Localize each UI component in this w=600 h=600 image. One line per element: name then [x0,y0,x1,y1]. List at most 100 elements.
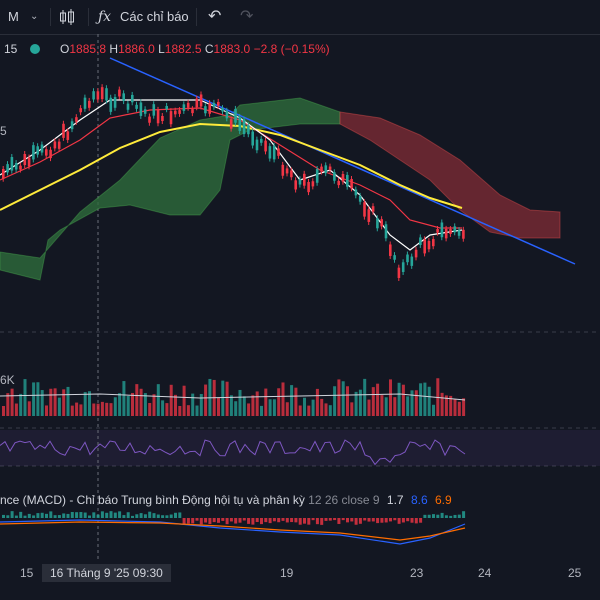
candle-body [96,91,100,100]
chevron-down-icon[interactable]: ⌄ [30,11,39,22]
candle-body [281,164,285,176]
rsi-line [0,439,466,466]
candle-body [294,180,297,190]
volume-bar [419,383,423,416]
indicators-button[interactable]: Các chỉ báo [120,9,189,24]
macd-value-macd: 8.6 [410,493,428,507]
function-icon[interactable]: ƒx [98,9,112,25]
volume-bar [96,403,100,416]
candle-body [66,131,70,140]
volume-bar [225,381,229,416]
volume-bar [358,389,362,416]
macd-histogram-bar [229,518,233,522]
macd-histogram-bar [186,518,190,524]
volume-scale-label: 6K [0,373,15,387]
volume-bar [315,388,319,416]
volume-bar [367,399,371,416]
macd-histogram-bar [346,518,349,523]
macd-histogram-bar [350,518,354,522]
volume-bar [195,405,199,416]
macd-histogram-bar [414,518,418,524]
volume-bar [337,379,341,416]
candle-body [27,157,31,167]
volume-bar [221,380,225,416]
legend-change: −2.8 (−0.15%) [253,42,330,56]
candle-body [182,104,186,111]
cloud-green [0,97,341,281]
volume-bar [341,381,345,416]
candle-body [10,157,14,171]
macd-histogram-bar [217,518,220,523]
undo-icon[interactable]: ↶ [208,8,222,25]
macd-histogram-bar [440,512,444,518]
macd-histogram-bar [354,518,358,525]
volume-bar [92,403,96,416]
candle-body [380,219,383,227]
candle-body [307,181,310,193]
volume-bar [186,405,190,416]
volume-bar [277,388,281,416]
macd-histogram-bar [169,514,173,518]
macd-histogram-bar [298,518,302,525]
candlestick-chart-icon[interactable] [58,0,76,34]
macd-histogram-bar [88,515,91,518]
candle-body [62,123,65,138]
legend-interval: 15 [4,42,18,56]
macd-histogram-bar [436,514,440,518]
macd-histogram-bar [337,518,341,524]
macd-histogram-bar [242,518,246,521]
toolbar-divider [50,8,51,26]
macd-legend: nce (MACD) - Chỉ báo Trung bình Động hội… [0,492,452,508]
macd-histogram-bar [36,513,40,518]
volume-bar [83,392,87,416]
volume-bar [242,396,246,416]
volume-bar [10,388,14,416]
macd-histogram-bar [255,518,259,523]
macd-histogram-bar [131,515,134,518]
volume-bar [414,390,418,416]
candle-body [229,119,233,129]
volume-bar [23,379,27,416]
candle-body [169,111,173,125]
volume-bar [109,403,113,416]
chart-canvas[interactable] [0,34,600,562]
volume-bar [328,405,332,416]
macd-histogram-bar [427,514,431,518]
candle-body [320,166,323,172]
volume-bar [389,379,392,416]
macd-histogram-bar [118,511,122,518]
candle-body [328,166,332,170]
volume-bar [333,386,337,416]
volume-bar [440,392,444,416]
candle-body [221,108,224,112]
macd-histogram-bar [122,515,126,518]
candle-body [49,149,52,159]
macd-histogram-bar [410,518,414,523]
candle-body [88,100,91,108]
candle-body [126,103,130,110]
candle-body [457,230,461,236]
macd-histogram-bar [49,511,53,518]
volume-bar [169,384,173,416]
macd-histogram-bar [96,514,100,518]
time-axis[interactable]: 15 7 19 23 24 25 16 Tháng 9 '25 09:30 [0,562,600,600]
toolbar-divider [88,8,89,26]
candle-body [371,206,375,212]
time-axis-label: 24 [478,566,492,580]
volume-bar [453,399,457,416]
macd-value-hist: 1.7 [386,493,404,507]
candle-body [199,94,203,107]
candle-body [225,110,229,119]
redo-icon[interactable]: ↷ [240,8,254,25]
volume-bar [62,389,66,416]
macd-histogram-bar [143,514,147,518]
macd-histogram-bar [221,518,225,521]
candle-body [290,170,293,178]
interval-selector[interactable]: M [8,9,19,24]
macd-histogram-bar [341,518,345,521]
macd-histogram-bar [165,515,169,518]
macd-histogram-bar [126,512,130,518]
candle-body [19,165,22,170]
macd-histogram-bar [6,515,10,518]
macd-histogram-bar [83,512,87,518]
